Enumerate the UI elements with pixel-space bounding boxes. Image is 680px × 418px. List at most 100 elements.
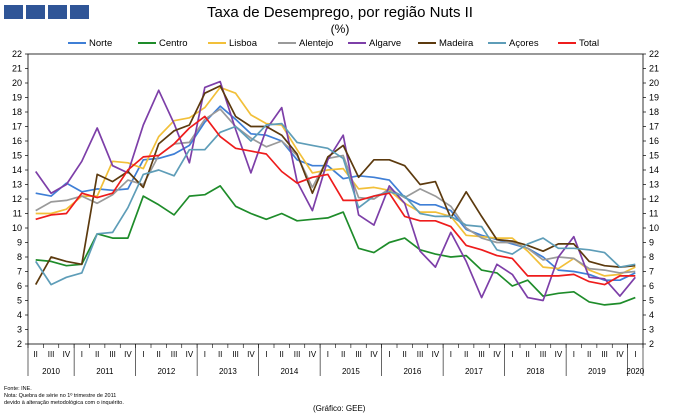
y-tick-label-left: 19 — [12, 93, 22, 103]
x-quarter-label: IV — [555, 350, 563, 359]
x-quarter-label: I — [142, 350, 144, 359]
x-quarter-label: I — [450, 350, 452, 359]
gee-logo — [4, 5, 89, 19]
y-tick-label-left: 13 — [12, 180, 22, 190]
x-quarter-label: II — [279, 350, 283, 359]
chart-subtitle: (%) — [330, 22, 350, 36]
methodology-note: devido à alteração metodológica com o in… — [4, 400, 124, 406]
x-quarter-label: IV — [186, 350, 194, 359]
y-tick-label-left: 9 — [17, 238, 22, 248]
x-year-label: 2018 — [526, 367, 544, 376]
x-year-label: 2011 — [96, 367, 114, 376]
series-break-note: Nota: Quebra de série no 1º trimestre de… — [4, 393, 117, 399]
y-tick-label-left: 21 — [12, 64, 22, 74]
y-tick-label-right: 15 — [649, 151, 659, 161]
source-note: Fonte: INE. — [4, 386, 32, 392]
x-year-label: 2019 — [588, 367, 606, 376]
y-tick-label-left: 8 — [17, 252, 22, 262]
series-line-alentejo — [35, 108, 636, 274]
x-quarter-label: II — [464, 350, 468, 359]
x-quarter-label: III — [48, 350, 55, 359]
legend-item: Açores — [488, 36, 558, 50]
x-year-label: 2017 — [465, 367, 483, 376]
legend-swatch — [278, 42, 296, 44]
x-year-label: 2016 — [403, 367, 421, 376]
series-line-total — [35, 115, 636, 286]
x-quarter-label: II — [33, 350, 37, 359]
x-quarter-label: II — [587, 350, 591, 359]
y-tick-label-left: 6 — [17, 281, 22, 291]
legend-label: Total — [579, 37, 600, 49]
y-tick-label-right: 18 — [649, 107, 659, 117]
legend-item: Alentejo — [278, 36, 348, 50]
series-line-norte — [35, 105, 636, 282]
x-quarter-label: IV — [616, 350, 624, 359]
x-quarter-label: II — [95, 350, 99, 359]
y-tick-label-left: 7 — [17, 267, 22, 277]
x-quarter-label: IV — [370, 350, 378, 359]
x-quarter-label: IV — [247, 350, 255, 359]
legend-item: Norte — [68, 36, 138, 50]
legend-item: Lisboa — [208, 36, 278, 50]
y-tick-label-right: 4 — [649, 310, 654, 320]
y-tick-label-right: 14 — [649, 165, 659, 175]
logo-block — [4, 5, 23, 19]
y-tick-label-left: 5 — [17, 296, 22, 306]
series-line-algarve — [35, 80, 636, 302]
y-tick-label-left: 16 — [12, 136, 22, 146]
y-tick-label-right: 22 — [649, 49, 659, 59]
y-tick-label-right: 10 — [649, 223, 659, 233]
logo-block — [48, 5, 67, 19]
legend-label: Centro — [159, 37, 188, 49]
plot-frame — [27, 53, 644, 345]
x-quarter-label: IV — [493, 350, 501, 359]
series-line-açores — [34, 122, 636, 286]
chart-legend: Norte Centro Lisboa Alentejo Algarve Madeira A… — [68, 36, 628, 50]
y-tick-label-left: 10 — [12, 223, 22, 233]
x-quarter-label: I — [573, 350, 575, 359]
legend-label: Algarve — [369, 37, 402, 49]
y-tick-label-right: 17 — [649, 122, 659, 132]
legend-label: Norte — [89, 37, 113, 49]
legend-swatch — [558, 42, 576, 44]
y-tick-label-left: 15 — [12, 151, 22, 161]
legend-label: Lisboa — [229, 37, 257, 49]
y-tick-label-right: 9 — [649, 238, 654, 248]
legend-item: Centro — [138, 36, 208, 50]
y-tick-label-left: 17 — [12, 122, 22, 132]
legend-item: Algarve — [348, 36, 418, 50]
x-quarter-label: III — [294, 350, 301, 359]
y-tick-label-left: 11 — [13, 209, 22, 219]
x-quarter-label: IV — [124, 350, 132, 359]
y-tick-label-right: 12 — [649, 194, 659, 204]
legend-item: Total — [558, 36, 628, 50]
y-tick-label-right: 2 — [649, 339, 654, 349]
y-tick-label-right: 8 — [649, 252, 654, 262]
x-quarter-label: III — [171, 350, 178, 359]
legend-swatch — [68, 42, 86, 44]
x-year-label: 2010 — [42, 367, 60, 376]
legend-label: Alentejo — [299, 37, 334, 49]
x-quarter-label: II — [525, 350, 529, 359]
x-quarter-label: II — [156, 350, 160, 359]
y-tick-label-left: 22 — [12, 49, 22, 59]
x-year-label: 2014 — [280, 367, 298, 376]
y-tick-label-right: 11 — [649, 209, 658, 219]
y-tick-label-right: 20 — [649, 78, 659, 88]
logo-block — [26, 5, 45, 19]
x-quarter-label: III — [355, 350, 362, 359]
legend-swatch — [138, 42, 156, 44]
y-tick-label-left: 12 — [12, 194, 22, 204]
chart-credit: (Gráfico: GEE) — [313, 404, 366, 413]
x-quarter-label: II — [341, 350, 345, 359]
y-tick-label-right: 3 — [649, 325, 654, 335]
y-tick-label-left: 2 — [17, 339, 22, 349]
x-year-label: 2012 — [157, 367, 175, 376]
x-quarter-label: III — [601, 350, 608, 359]
y-tick-label-right: 13 — [649, 180, 659, 190]
x-quarter-label: I — [327, 350, 329, 359]
x-quarter-label: I — [265, 350, 267, 359]
legend-swatch — [418, 42, 436, 44]
legend-label: Açores — [509, 37, 539, 49]
x-quarter-label: I — [511, 350, 513, 359]
